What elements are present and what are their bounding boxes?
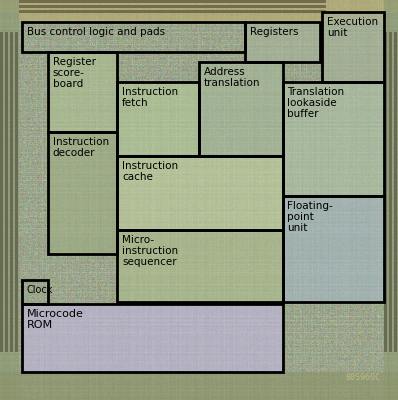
Bar [22, 22, 245, 52]
Text: Clock: Clock [27, 285, 53, 295]
Text: Instruction
cache: Instruction cache [122, 161, 178, 182]
Text: Bus control logic and pads: Bus control logic and pads [27, 27, 165, 37]
Text: Translation
lookaside
buffer: Translation lookaside buffer [287, 87, 345, 119]
Bar [283, 196, 384, 302]
Bar [283, 82, 384, 196]
Text: Address
translation: Address translation [204, 67, 260, 88]
Bar [48, 132, 117, 254]
Text: Microcode
ROM: Microcode ROM [27, 309, 84, 330]
Bar [22, 304, 283, 372]
Text: Register
score-
board: Register score- board [53, 57, 96, 89]
Text: Instruction
decoder: Instruction decoder [53, 137, 109, 158]
Bar [117, 82, 199, 156]
Text: 80S960C: 80S960C [345, 373, 380, 382]
Text: Registers: Registers [250, 27, 298, 37]
Text: Floating-
point
unit: Floating- point unit [287, 201, 333, 233]
Text: Execution
unit: Execution unit [327, 17, 378, 38]
Text: Micro-
instruction
sequencer: Micro- instruction sequencer [122, 235, 178, 267]
Bar [199, 62, 283, 156]
Text: Instruction
fetch: Instruction fetch [122, 87, 178, 108]
Bar [322, 12, 384, 82]
Bar [22, 280, 48, 304]
Bar [48, 52, 117, 132]
Bar [117, 230, 283, 302]
Bar [117, 156, 283, 230]
Bar [245, 22, 320, 62]
